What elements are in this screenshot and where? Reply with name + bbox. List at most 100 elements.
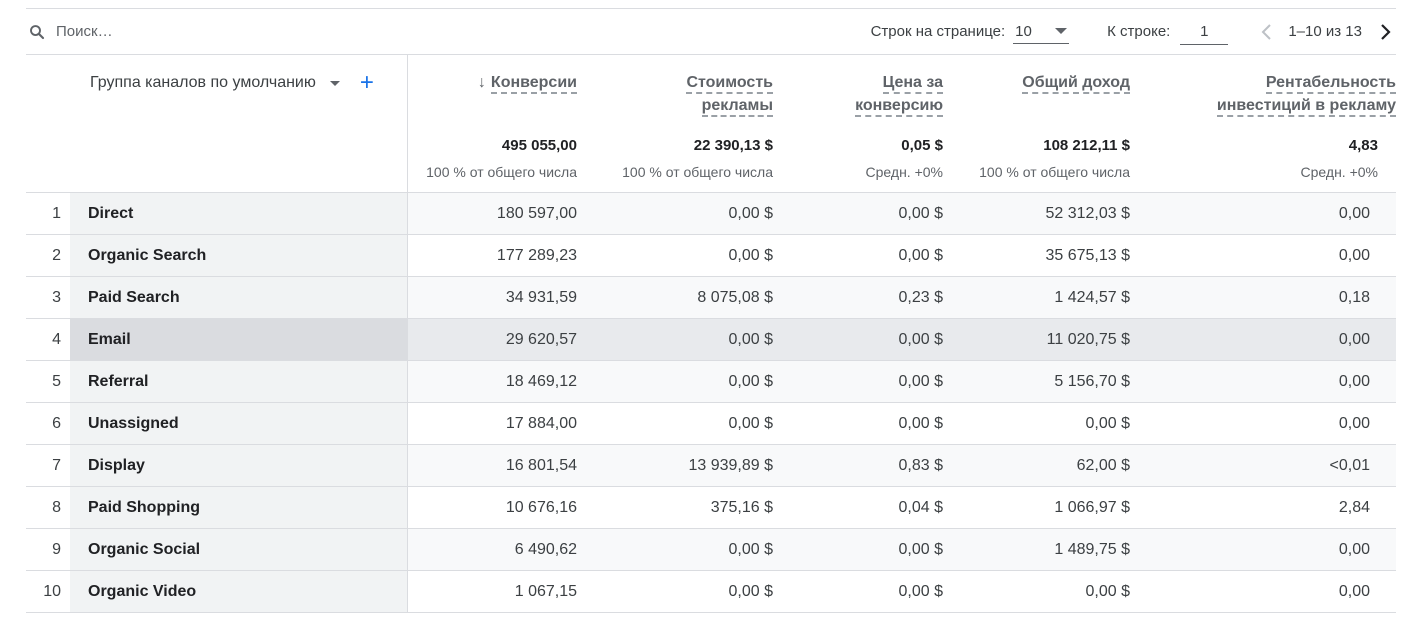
row-channel-name[interactable]: Organic Social (70, 529, 407, 570)
row-dimension-cell: 8 Paid Shopping (26, 486, 408, 529)
chevron-right-icon (1381, 23, 1391, 40)
table-row[interactable]: 1 Direct 180 597,00 0,00 $0,00 $52 312,03 $… (26, 192, 1396, 235)
table-row[interactable]: 3 Paid Search 34 931,59 8 075,08 $0,23 $1 4… (26, 276, 1396, 319)
row-channel-name[interactable]: Paid Search (70, 277, 407, 318)
row-metric-cell: 1 489,75 $ (943, 528, 1130, 571)
row-channel-name[interactable]: Paid Shopping (70, 487, 407, 528)
row-dimension-cell: 1 Direct (26, 192, 408, 235)
pagination-controls: Строк на странице: 10 К строке: 1–10 из … (871, 9, 1396, 54)
row-metric-cell: 52 312,03 $ (943, 192, 1130, 235)
table-row[interactable]: 5 Referral 18 469,12 0,00 $0,00 $5 156,70 $… (26, 360, 1396, 403)
row-metric-cell: 180 597,00 (407, 192, 577, 235)
column-total-subtext: Средн. +0% (1300, 164, 1378, 180)
row-channel-name[interactable]: Email (70, 319, 407, 360)
row-metric-cell: 18 469,12 (407, 360, 577, 403)
row-metric-cell: 0,00 $ (943, 402, 1130, 445)
row-metric-cell: 8 075,08 $ (577, 276, 773, 319)
row-channel-name[interactable]: Organic Video (70, 571, 407, 612)
row-metric-cell: 16 801,54 (407, 444, 577, 487)
column-total: 108 212,11 $ (1043, 137, 1130, 154)
row-metric-cell: 0,00 $ (577, 360, 773, 403)
row-metric-cell: 62,00 $ (943, 444, 1130, 487)
row-metric-cell: 0,00 $ (773, 528, 943, 571)
row-dimension-cell: 4 Email (26, 318, 408, 361)
row-metric-cell: 13 939,89 $ (577, 444, 773, 487)
column-header-conversions[interactable]: ↓ Конверсии 495 055,00 100 % от общего чи… (407, 55, 577, 193)
row-dimension-cell: 5 Referral (26, 360, 408, 403)
table-row[interactable]: 9 Organic Social 6 490,62 0,00 $0,00 $1 489… (26, 528, 1396, 571)
column-total: 495 055,00 (501, 137, 577, 154)
row-metric-cell: 177 289,23 (407, 234, 577, 277)
add-dimension-icon[interactable]: + (359, 69, 374, 96)
page-info: 1–10 из 13 (1288, 23, 1362, 40)
row-number: 8 (26, 487, 70, 528)
row-metric-cell: 0,18 (1130, 276, 1396, 319)
rows-per-page-label: Строк на странице: (870, 23, 1006, 40)
row-number: 6 (26, 403, 70, 444)
column-total-subtext: 100 % от общего числа (979, 164, 1130, 180)
column-header-cost-per-conversion[interactable]: Цена за конверсию 0,05 $ Средн. +0% (773, 55, 943, 193)
row-channel-name[interactable]: Display (70, 445, 407, 486)
chevron-left-icon (1261, 23, 1272, 40)
search-icon (28, 23, 46, 41)
table-header-row: Группа каналов по умолчанию + ↓ Конверсии… (26, 55, 1396, 193)
row-dimension-cell: 10 Organic Video (26, 570, 408, 613)
table-row[interactable]: 2 Organic Search 177 289,23 0,00 $0,00 $35 … (26, 234, 1396, 277)
row-metric-cell: 0,00 $ (773, 192, 943, 235)
row-metric-cell: 35 675,13 $ (943, 234, 1130, 277)
report-table-card: Строк на странице: 10 К строке: 1–10 из … (26, 8, 1396, 613)
row-dimension-cell: 9 Organic Social (26, 528, 408, 571)
row-metric-cell: 0,00 (1130, 234, 1396, 277)
table-row[interactable]: 10 Organic Video 1 067,15 0,00 $0,00 $0,00 … (26, 570, 1396, 613)
row-metric-cell: 0,00 (1130, 318, 1396, 361)
next-page-button[interactable] (1374, 21, 1396, 43)
column-header-ad-cost[interactable]: Стоимость рекламы 22 390,13 $ 100 % от об… (577, 55, 773, 193)
column-header-total-revenue[interactable]: Общий доход 108 212,11 $ 100 % от общего… (943, 55, 1130, 193)
row-number: 2 (26, 235, 70, 276)
row-metric-cell: 0,00 $ (577, 192, 773, 235)
row-metric-cell: 0,23 $ (773, 276, 943, 319)
column-total-subtext: 100 % от общего числа (622, 164, 773, 180)
row-metric-cell: 34 931,59 (407, 276, 577, 319)
sort-descending-icon: ↓ (477, 74, 486, 91)
row-metric-cell: 1 067,15 (407, 570, 577, 613)
row-number: 10 (26, 571, 70, 612)
table-toolbar: Строк на странице: 10 К строке: 1–10 из … (26, 8, 1396, 55)
row-metric-cell: 0,00 $ (943, 570, 1130, 613)
row-metric-cell: 29 620,57 (407, 318, 577, 361)
row-number: 9 (26, 529, 70, 570)
dimension-dropdown-icon[interactable] (329, 80, 340, 86)
row-channel-name[interactable]: Organic Search (70, 235, 407, 276)
row-metric-cell: 1 424,57 $ (943, 276, 1130, 319)
row-metric-cell: 0,83 $ (773, 444, 943, 487)
table-row[interactable]: 4 Email 29 620,57 0,00 $0,00 $11 020,75 $0,… (26, 318, 1396, 361)
table-row[interactable]: 6 Unassigned 17 884,00 0,00 $0,00 $0,00 $0,… (26, 402, 1396, 445)
dimension-header-label[interactable]: Группа каналов по умолчанию (90, 74, 316, 91)
row-metric-cell: 0,00 $ (577, 402, 773, 445)
search-input[interactable] (54, 22, 358, 41)
row-metric-cell: 0,00 $ (577, 318, 773, 361)
row-metric-cell: 0,04 $ (773, 486, 943, 529)
row-number: 7 (26, 445, 70, 486)
row-metric-cell: 0,00 (1130, 570, 1396, 613)
previous-page-button[interactable] (1256, 21, 1278, 43)
row-channel-name[interactable]: Direct (70, 193, 407, 234)
row-number: 5 (26, 361, 70, 402)
column-total: 4,83 (1348, 137, 1378, 154)
row-number: 4 (26, 319, 70, 360)
row-metric-cell: 17 884,00 (407, 402, 577, 445)
row-number: 3 (26, 277, 70, 318)
row-metric-cell: 0,00 $ (577, 570, 773, 613)
chevron-down-icon (1055, 28, 1068, 34)
table-row[interactable]: 7 Display 16 801,54 13 939,89 $0,83 $62,00 … (26, 444, 1396, 487)
table-row[interactable]: 8 Paid Shopping 10 676,16 375,16 $0,04 $1 0… (26, 486, 1396, 529)
row-metric-cell: 1 066,97 $ (943, 486, 1130, 529)
row-metric-cell: 0,00 (1130, 402, 1396, 445)
goto-row-input[interactable] (1180, 18, 1229, 45)
row-dimension-cell: 6 Unassigned (26, 402, 408, 445)
row-channel-name[interactable]: Referral (70, 361, 407, 402)
column-header-roas[interactable]: Рентабельность инвестиций в рекламу 4,83 … (1130, 55, 1396, 193)
rows-per-page-select[interactable]: 10 (1013, 19, 1070, 44)
row-channel-name[interactable]: Unassigned (70, 403, 407, 444)
row-metric-cell: 11 020,75 $ (943, 318, 1130, 361)
